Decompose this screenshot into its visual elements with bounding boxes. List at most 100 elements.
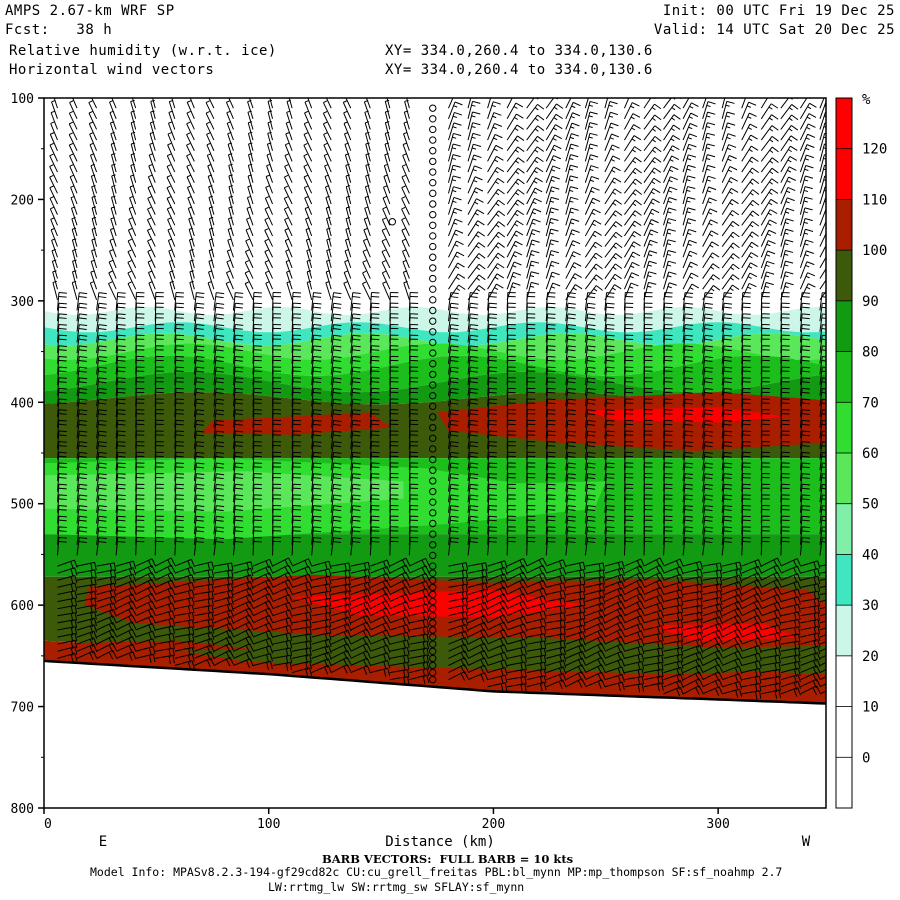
wind-barb <box>226 259 234 279</box>
wind-barb <box>167 132 176 151</box>
wind-barb <box>326 238 332 258</box>
wind-barb <box>467 253 486 269</box>
wind-barb <box>584 441 596 460</box>
wind-barb <box>369 334 380 354</box>
wind-barb <box>526 125 545 141</box>
wind-barb <box>507 683 527 693</box>
wind-barb <box>232 345 244 364</box>
wind-barb <box>663 334 673 354</box>
wind-barb <box>252 526 262 545</box>
wind-barb <box>467 345 479 364</box>
wind-barb <box>721 366 733 386</box>
wind-barb <box>682 685 704 695</box>
wind-barb <box>799 302 811 322</box>
wind-barb <box>584 132 598 151</box>
wind-barb <box>584 419 596 439</box>
wind-barb <box>369 366 380 386</box>
wind-barb <box>350 313 361 332</box>
wind-barb <box>208 227 215 247</box>
wind-barb <box>467 615 489 625</box>
wind-barb <box>267 99 274 119</box>
wind-barb <box>487 292 498 311</box>
x-tick-label: 200 <box>482 817 505 832</box>
wind-barb <box>799 154 815 173</box>
wind-barb-calm <box>429 306 437 315</box>
wind-barb <box>506 536 516 556</box>
wind-barb <box>331 616 352 627</box>
wind-barb <box>487 324 498 343</box>
wind-barb <box>447 313 459 332</box>
wind-barb <box>109 110 117 130</box>
wind-barb <box>448 132 462 151</box>
wind-barb <box>213 656 235 667</box>
wind-barb <box>526 260 540 279</box>
wind-barb <box>604 587 626 597</box>
wind-barb-calm <box>429 242 437 251</box>
wind-barb <box>232 537 244 556</box>
wind-barb <box>207 163 215 183</box>
wind-barb <box>72 98 78 109</box>
wind-barb <box>401 164 410 183</box>
wind-barb <box>799 377 811 396</box>
wind-barb <box>350 302 361 322</box>
wind-barb <box>311 537 322 556</box>
wind-barb <box>741 565 762 576</box>
wind-barb <box>721 220 740 237</box>
wind-barb <box>213 441 225 460</box>
wind-barb <box>213 451 225 471</box>
wind-barb <box>721 387 733 407</box>
wind-barb <box>386 98 391 109</box>
wind-barb-calm <box>429 264 437 272</box>
wind-barb <box>780 618 801 629</box>
wind-barb <box>565 526 576 545</box>
wind-barb <box>148 270 156 290</box>
wind-barb <box>272 632 293 642</box>
wind-barb <box>174 597 195 607</box>
wind-barb <box>447 345 459 364</box>
wind-barb <box>409 588 430 598</box>
y-tick-label: 700 <box>11 701 34 716</box>
wind-barb <box>311 494 322 513</box>
wind-barb <box>604 188 622 205</box>
wind-barb <box>303 153 313 173</box>
colorbar-cell <box>836 148 852 200</box>
wind-barb <box>623 98 630 109</box>
wind-barb <box>264 206 273 226</box>
wind-barb <box>741 272 758 290</box>
wind-barb <box>545 292 556 311</box>
wind-barb <box>682 505 694 524</box>
wind-barb <box>324 164 332 183</box>
wind-barb <box>370 660 391 670</box>
wind-barb <box>447 483 459 503</box>
wind-barb <box>467 111 481 130</box>
wind-barb <box>272 617 293 627</box>
wind-barb <box>244 281 254 301</box>
wind-barb <box>506 230 524 247</box>
rh-band-90-100 <box>44 371 826 405</box>
wind-barb <box>303 164 313 183</box>
wind-barb <box>624 146 642 162</box>
wind-barb <box>330 526 342 545</box>
wind-barb <box>403 110 410 130</box>
wind-barb <box>760 198 778 215</box>
wind-barb <box>604 451 615 471</box>
wind-barb <box>604 242 623 258</box>
wind-barb <box>623 536 634 556</box>
wind-barb <box>381 260 391 279</box>
wind-barb <box>721 398 733 418</box>
wind-barb <box>91 217 98 237</box>
wind-barb <box>799 292 811 311</box>
wind-barb <box>188 217 195 237</box>
wind-barb <box>330 366 342 386</box>
wind-barb <box>506 157 525 173</box>
wind-barb <box>604 494 615 513</box>
wind-barb <box>624 135 642 152</box>
wind-barb <box>291 334 302 354</box>
wind-barb <box>213 615 235 626</box>
wind-barb <box>565 451 576 471</box>
wind-barb <box>545 451 556 471</box>
wind-barb <box>682 228 697 247</box>
wind-barb <box>487 573 508 583</box>
wind-barb <box>232 505 244 524</box>
wind-barb <box>799 483 811 503</box>
